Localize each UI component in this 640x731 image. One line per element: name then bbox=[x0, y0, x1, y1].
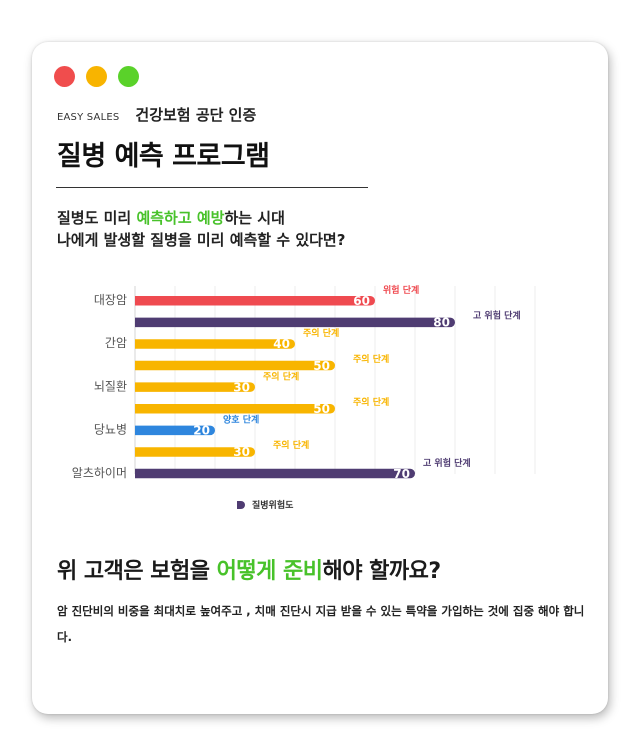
question-highlight: 어떻게 준비 bbox=[216, 559, 323, 584]
page-title: 질병 예측 프로그램 bbox=[57, 141, 270, 172]
bar-5 bbox=[135, 404, 335, 414]
bar-value-label: 70 bbox=[393, 467, 410, 481]
bar-status-label: 위험 단계 bbox=[383, 284, 419, 296]
bar-status-label: 주의 단계 bbox=[273, 439, 309, 451]
category-label: 대장암 bbox=[94, 293, 127, 307]
question-post: 해야 할까요? bbox=[322, 559, 442, 584]
legend-label: 질병위험도 bbox=[252, 501, 294, 511]
legend-swatch bbox=[237, 500, 245, 509]
category-label: 당뇨병 bbox=[94, 423, 127, 437]
intro-line-1: 질병도 미리 예측하고 예방하는 시대 bbox=[57, 207, 345, 229]
category-label: 간암 bbox=[105, 336, 127, 350]
certification-label: 건강보험 공단 인증 bbox=[135, 106, 257, 124]
maximize-dot[interactable] bbox=[118, 66, 139, 87]
bar-value-label: 40 bbox=[273, 337, 290, 351]
bar-value-label: 20 bbox=[193, 424, 210, 438]
bar-status-label: 주의 단계 bbox=[263, 370, 299, 382]
bar-status-label: 양호 단계 bbox=[223, 414, 259, 426]
risk-bar-chart: 60 위험 단계 80 고 위험 단계 40 주의 단계 50 주의 단계 30 주의 단계 50 주… bbox=[72, 284, 536, 481]
intro-line-1-post: 하는 시대 bbox=[224, 209, 285, 227]
brand-row: EASY SALES 건강보험 공단 인증 bbox=[57, 104, 256, 125]
intro-line-2: 나에게 발생할 질병을 미리 예측할 수 있다면? bbox=[57, 231, 346, 249]
recommendation-text: 암 진단비의 비중을 최대치로 높여주고 , 치매 진단시 지급 받을 수 있는… bbox=[57, 604, 585, 644]
bar-value-label: 30 bbox=[233, 445, 250, 459]
bar-0 bbox=[135, 296, 375, 306]
intro-line-1-pre: 질병도 미리 bbox=[57, 209, 137, 227]
question-heading: 위 고객은 보험을 어떻게 준비해야 할까요? bbox=[57, 553, 441, 585]
bar-value-label: 50 bbox=[313, 359, 330, 373]
window-controls bbox=[54, 66, 139, 87]
bar-value-label: 60 bbox=[353, 294, 370, 308]
bar-status-label: 주의 단계 bbox=[303, 327, 339, 339]
bar-2 bbox=[135, 339, 295, 349]
content-card: EASY SALES 건강보험 공단 인증 질병 예측 프로그램 질병도 미리 … bbox=[32, 42, 608, 714]
bar-value-label: 80 bbox=[433, 316, 450, 330]
bar-status-label: 주의 단계 bbox=[353, 396, 389, 408]
bar-7 bbox=[135, 447, 255, 457]
bar-value-label: 50 bbox=[313, 402, 330, 416]
question-pre: 위 고객은 보험을 bbox=[57, 559, 217, 584]
bar-status-label: 고 위험 단계 bbox=[473, 310, 521, 322]
bar-status-label: 주의 단계 bbox=[353, 353, 389, 365]
category-label: 뇌질환 bbox=[94, 379, 127, 393]
bar-8 bbox=[135, 468, 415, 479]
chart-legend: 질병위험도 bbox=[237, 498, 293, 511]
brand-label: EASY SALES bbox=[57, 112, 120, 123]
bar-4 bbox=[135, 382, 255, 392]
bar-value-label: 30 bbox=[233, 380, 250, 394]
bar-6 bbox=[135, 425, 216, 436]
bar-status-label: 고 위험 단계 bbox=[423, 457, 471, 469]
bar-3 bbox=[135, 360, 335, 371]
category-label: 알츠하이머 bbox=[72, 466, 127, 480]
bar-1 bbox=[135, 317, 456, 328]
minimize-dot[interactable] bbox=[86, 66, 107, 87]
title-divider bbox=[56, 187, 368, 188]
close-dot[interactable] bbox=[54, 66, 75, 87]
intro-highlight: 예측하고 예방 bbox=[136, 209, 225, 227]
intro-text: 질병도 미리 예측하고 예방하는 시대 나에게 발생할 질병을 미리 예측할 수… bbox=[57, 207, 345, 251]
